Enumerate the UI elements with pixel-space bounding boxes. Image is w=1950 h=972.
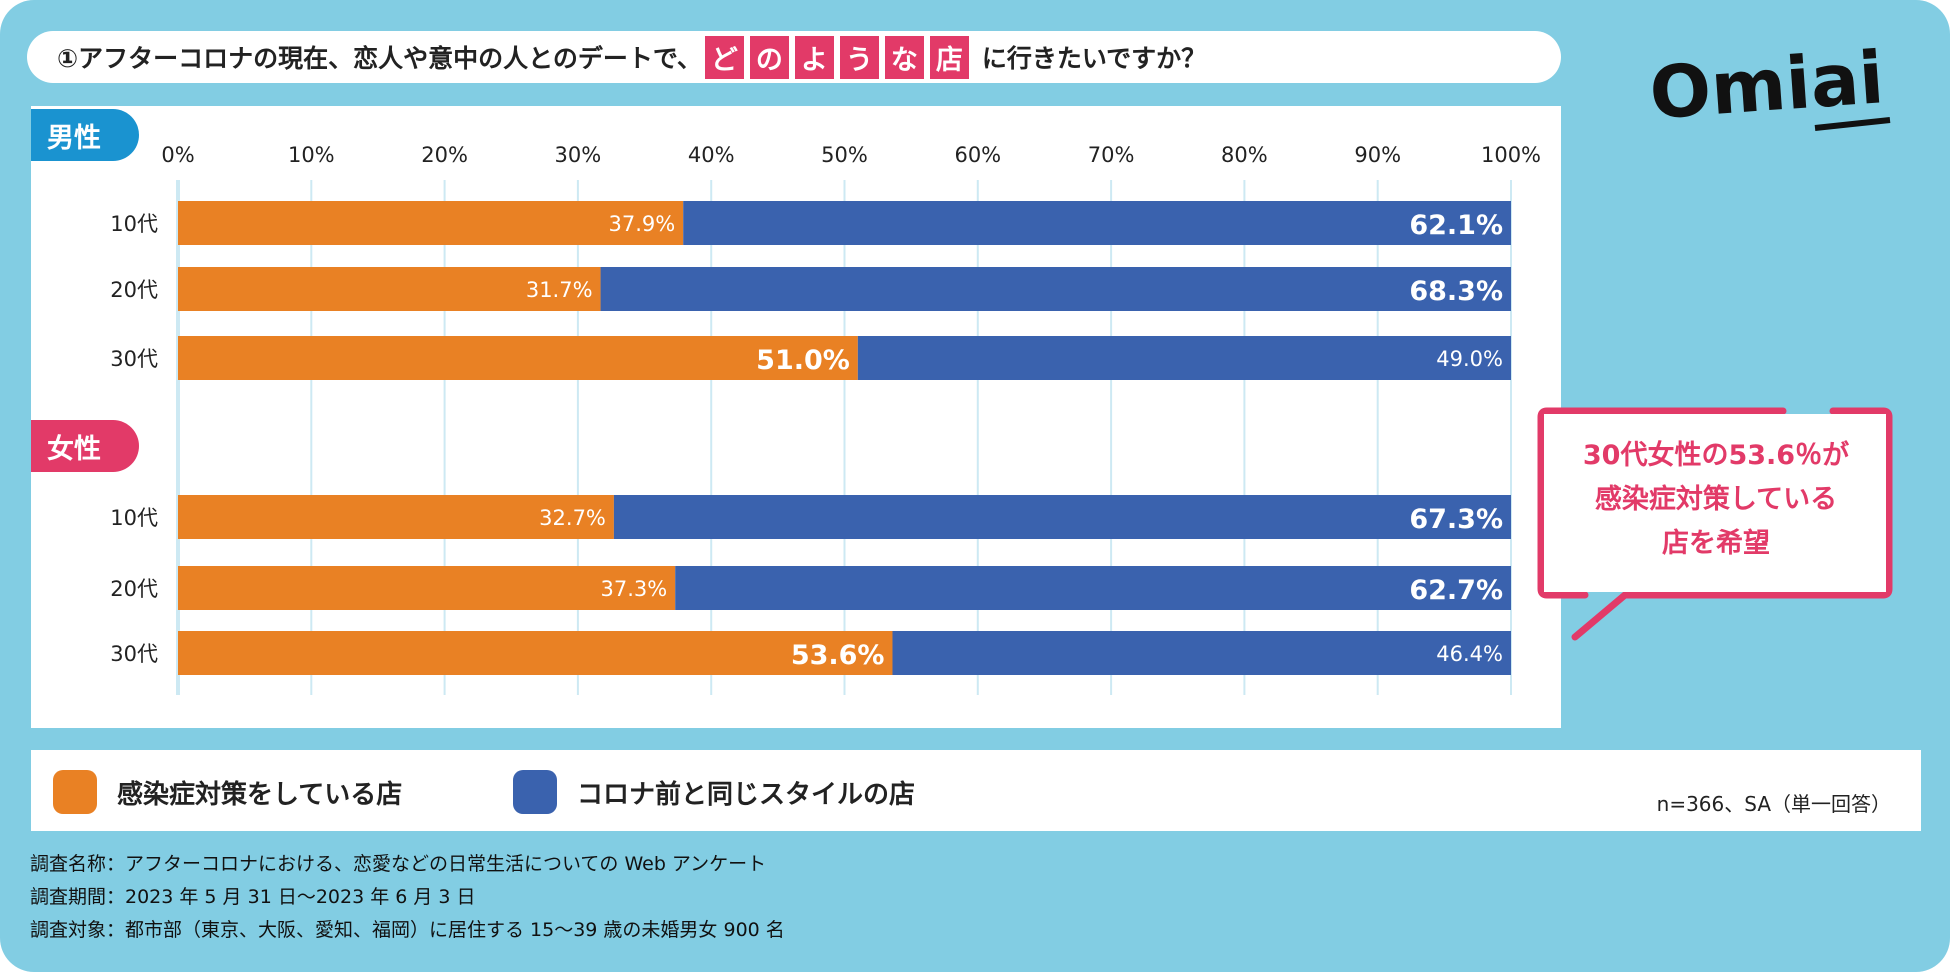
title-highlight-char: の <box>749 35 789 79</box>
bar-infection-control <box>178 267 601 311</box>
bar-infection-control <box>178 495 614 539</box>
data-label: 53.6% <box>791 640 885 671</box>
legend: 感染症対策をしている店 コロナ前と同じスタイルの店 n=366、SA（単一回答） <box>31 750 1921 831</box>
row-label: 10代 <box>110 212 158 236</box>
legend-label: 感染症対策をしている店 <box>117 779 403 810</box>
data-label: 51.0% <box>756 345 850 376</box>
data-label: 46.4% <box>1436 642 1503 666</box>
x-tick-label: 40% <box>688 143 735 167</box>
data-label: 32.7% <box>539 506 606 530</box>
question-title: ①アフターコロナの現在、恋人や意中の人とのデートで、 ど の よ う な 店 に… <box>27 31 1561 83</box>
data-label: 62.1% <box>1409 210 1503 241</box>
x-tick-label: 60% <box>954 143 1001 167</box>
x-tick-label: 10% <box>288 143 335 167</box>
data-label: 68.3% <box>1409 276 1503 307</box>
footer-line: 調査名称：アフターコロナにおける、恋愛などの日常生活についての Web アンケー… <box>30 853 767 875</box>
title-highlight-char: 店 <box>929 35 969 79</box>
bar-infection-control <box>178 631 893 675</box>
data-label: 31.7% <box>526 278 593 302</box>
bar-pre-corona-style <box>892 631 1511 675</box>
footer-line: 調査対象：都市部（東京、大阪、愛知、福岡）に居住する 15～39 歳の未婚男女 … <box>30 919 785 941</box>
group-badge-male: 男性 <box>31 109 139 161</box>
row-label: 30代 <box>110 347 158 371</box>
title-highlight-char: よ <box>794 35 834 79</box>
row-label: 20代 <box>110 278 158 302</box>
bar-pre-corona-style <box>683 201 1511 245</box>
title-highlight-char: ど <box>704 35 744 79</box>
legend-label: コロナ前と同じスタイルの店 <box>577 779 916 810</box>
x-tick-label: 90% <box>1354 143 1401 167</box>
sample-note: n=366、SA（単一回答） <box>1656 792 1891 816</box>
bar-infection-control <box>178 566 676 610</box>
data-label: 62.7% <box>1409 575 1503 606</box>
title-prefix: ①アフターコロナの現在、恋人や意中の人とのデートで、 <box>57 44 702 73</box>
omiai-logo: Omiai <box>1647 35 1891 135</box>
survey-footer: 調査名称：アフターコロナにおける、恋愛などの日常生活についての Web アンケー… <box>30 848 785 947</box>
title-suffix: に行きたいですか？ <box>981 44 1207 73</box>
legend-item-infection-control: 感染症対策をしている店 <box>53 770 402 814</box>
bar-infection-control <box>178 201 684 245</box>
group-badge-female: 女性 <box>31 420 139 472</box>
bar-pre-corona-style <box>857 336 1511 380</box>
data-label: 49.0% <box>1436 347 1503 371</box>
bar-pre-corona-style <box>600 267 1511 311</box>
x-tick-label: 50% <box>821 143 868 167</box>
title-highlight-char: な <box>884 35 924 79</box>
x-tick-label: 0% <box>161 143 194 167</box>
row-label: 20代 <box>110 577 158 601</box>
x-tick-label: 80% <box>1221 143 1268 167</box>
bar-infection-control <box>178 336 858 380</box>
bar-pre-corona-style <box>675 566 1511 610</box>
title-highlight-char: う <box>839 35 879 79</box>
x-tick-label: 70% <box>1088 143 1135 167</box>
x-tick-label: 30% <box>555 143 602 167</box>
callout-line: 30代女性の53.6％が <box>1582 440 1850 471</box>
legend-item-pre-corona-style: コロナ前と同じスタイルの店 <box>513 770 915 814</box>
callout-text: 30代女性の53.6％が 感染症対策している 店を希望 <box>1548 434 1884 566</box>
callout-line: 店を希望 <box>1662 528 1770 559</box>
svg-text:Omiai: Omiai <box>1647 35 1886 135</box>
data-label: 37.9% <box>608 212 675 236</box>
row-label: 10代 <box>110 506 158 530</box>
footer-line: 調査期間：2023 年 5 月 31 日～2023 年 6 月 3 日 <box>30 886 476 908</box>
callout-bubble <box>1537 407 1893 641</box>
callout-line: 感染症対策している <box>1594 484 1838 515</box>
bar-pre-corona-style <box>613 495 1511 539</box>
x-tick-label: 20% <box>421 143 468 167</box>
x-tick-label: 100% <box>1481 143 1541 167</box>
legend-swatch-blue <box>513 770 557 814</box>
row-label: 30代 <box>110 642 158 666</box>
legend-swatch-orange <box>53 770 97 814</box>
data-label: 37.3% <box>600 577 667 601</box>
data-label: 67.3% <box>1409 504 1503 535</box>
